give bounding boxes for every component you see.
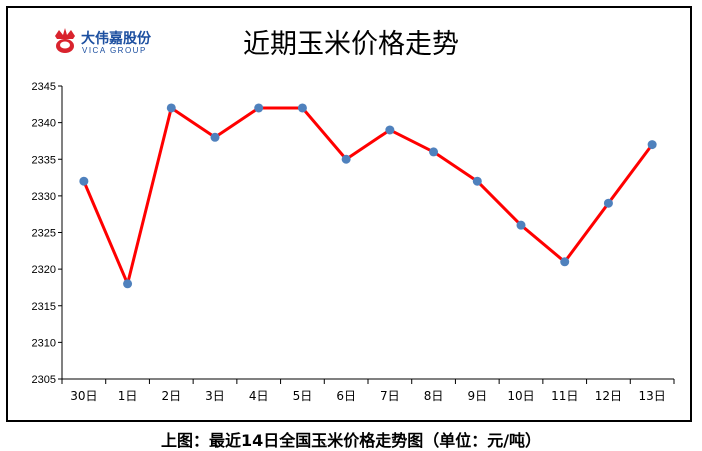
y-tick-label: 2315 bbox=[32, 301, 56, 313]
x-tick-label: 1日 bbox=[118, 389, 138, 403]
data-point bbox=[429, 147, 439, 157]
y-tick-label: 2345 bbox=[32, 81, 56, 93]
logo-name-en: VICA GROUP bbox=[82, 46, 147, 55]
data-point bbox=[341, 154, 351, 164]
x-tick-label: 13日 bbox=[639, 389, 666, 403]
x-tick-label: 6日 bbox=[336, 389, 356, 403]
x-tick-label: 11日 bbox=[551, 389, 578, 403]
data-point bbox=[647, 140, 657, 150]
data-point bbox=[472, 176, 482, 186]
y-tick-label: 2330 bbox=[32, 191, 56, 203]
data-point bbox=[254, 103, 264, 113]
x-tick-label: 9日 bbox=[467, 389, 487, 403]
x-tick-label: 4日 bbox=[249, 389, 269, 403]
y-tick-label: 2310 bbox=[32, 337, 56, 349]
x-tick-label: 30日 bbox=[70, 389, 97, 403]
logo-name-cn: 大伟嘉股份 bbox=[81, 31, 151, 47]
y-tick-label: 2320 bbox=[32, 264, 56, 276]
data-point bbox=[123, 279, 133, 289]
data-point bbox=[560, 257, 570, 267]
x-tick-label: 2日 bbox=[161, 389, 181, 403]
x-tick-label: 3日 bbox=[205, 389, 225, 403]
chart-frame bbox=[6, 6, 692, 422]
y-tick-label: 2340 bbox=[32, 118, 56, 130]
chart-caption: 上图：最近14日全国玉米价格走势图（单位：元/吨） bbox=[160, 431, 542, 450]
data-point bbox=[166, 103, 176, 113]
data-point bbox=[516, 220, 526, 230]
x-tick-label: 8日 bbox=[424, 389, 444, 403]
x-tick-label: 7日 bbox=[380, 389, 400, 403]
y-tick-label: 2335 bbox=[32, 154, 56, 166]
data-point bbox=[385, 125, 395, 135]
x-tick-label: 12日 bbox=[595, 389, 622, 403]
data-point bbox=[79, 176, 89, 186]
company-logo: 大伟嘉股份 VICA GROUP bbox=[52, 26, 182, 62]
series-line bbox=[82, 106, 654, 286]
y-tick-label: 2325 bbox=[32, 228, 56, 240]
data-point bbox=[603, 198, 613, 208]
data-point bbox=[297, 103, 307, 113]
x-tick-label: 5日 bbox=[293, 389, 313, 403]
crown-logo-icon bbox=[55, 28, 75, 53]
y-tick-label: 2305 bbox=[32, 374, 56, 386]
chart-title: 近期玉米价格走势 bbox=[243, 29, 459, 60]
x-tick-label: 10日 bbox=[507, 389, 534, 403]
data-point bbox=[210, 132, 220, 142]
